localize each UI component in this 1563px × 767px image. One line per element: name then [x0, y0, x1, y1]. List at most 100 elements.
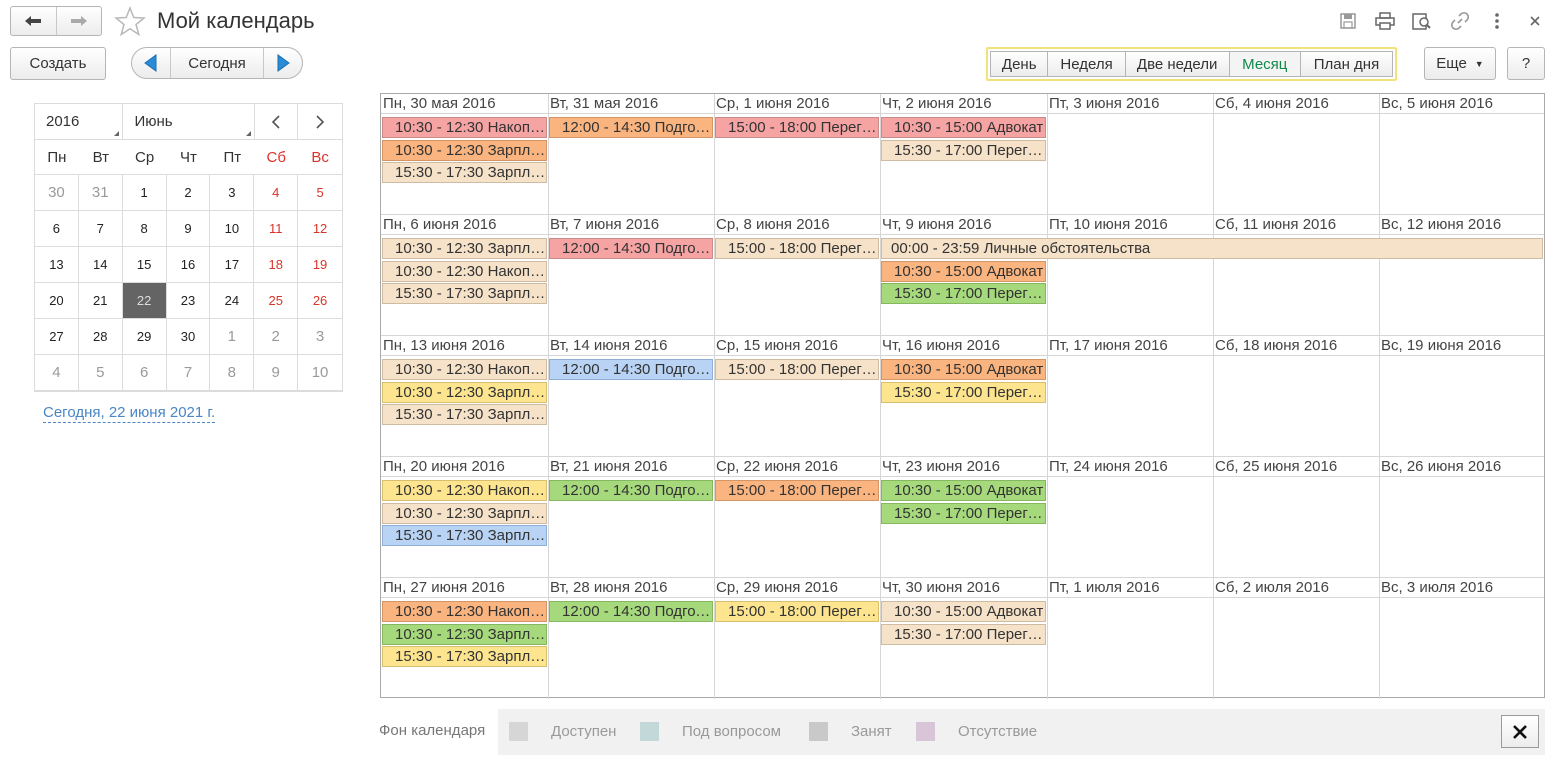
mini-day[interactable]: 6 [122, 355, 167, 391]
mini-day[interactable]: 21 [78, 283, 123, 319]
help-button[interactable]: ? [1507, 47, 1545, 80]
calendar-event[interactable]: 10:30 - 15:00 Адвокат [881, 117, 1046, 138]
calendar-event[interactable]: 10:30 - 12:30 Накопление [382, 117, 547, 138]
day-header[interactable]: Чт, 23 июня 2016 [880, 457, 1047, 477]
mini-day[interactable]: 19 [298, 247, 342, 283]
prev-month-button[interactable] [255, 104, 299, 139]
calendar-event[interactable]: 15:30 - 17:00 Переговоры [881, 283, 1046, 304]
mini-day[interactable]: 23 [166, 283, 211, 319]
calendar-event[interactable]: 15:30 - 17:00 Переговоры [881, 381, 1046, 403]
calendar-event[interactable]: 10:30 - 12:30 Накопление [382, 601, 547, 622]
day-header[interactable]: Пт, 10 июня 2016 [1047, 215, 1213, 235]
mini-day[interactable]: 11 [254, 211, 299, 247]
view-day-plan-button[interactable]: План дня [1299, 51, 1394, 77]
mini-day[interactable]: 25 [254, 283, 299, 319]
mini-day[interactable]: 24 [210, 283, 255, 319]
view-day-button[interactable]: День [990, 51, 1049, 77]
mini-day[interactable]: 4 [254, 175, 299, 211]
calendar-event[interactable]: 10:30 - 15:00 Адвокат [881, 260, 1046, 282]
calendar-event[interactable]: 10:30 - 12:30 Зарплата [382, 623, 547, 645]
day-header[interactable]: Вт, 21 июня 2016 [548, 457, 714, 477]
mini-day[interactable]: 6 [35, 211, 79, 247]
day-header[interactable]: Сб, 2 июля 2016 [1213, 578, 1379, 598]
save-icon[interactable] [1337, 10, 1359, 32]
calendar-event[interactable]: 12:00 - 14:30 Подготовка [549, 359, 713, 380]
day-header[interactable]: Пн, 6 июня 2016 [381, 215, 548, 235]
day-header[interactable]: Пн, 27 июня 2016 [381, 578, 548, 598]
view-month-button[interactable]: Месяц [1228, 51, 1301, 77]
day-header[interactable]: Пт, 17 июня 2016 [1047, 336, 1213, 356]
calendar-event[interactable]: 10:30 - 12:30 Зарплата [382, 139, 547, 161]
day-header[interactable]: Вс, 26 июня 2016 [1379, 457, 1544, 477]
create-button[interactable]: Создать [10, 47, 106, 80]
mini-day[interactable]: 5 [298, 175, 342, 211]
link-icon[interactable] [1449, 10, 1471, 32]
mini-day[interactable]: 22 [122, 283, 167, 319]
more-vertical-icon[interactable] [1486, 10, 1508, 32]
calendar-event[interactable]: 00:00 - 23:59 Личные обстоятельства [881, 238, 1543, 259]
calendar-event[interactable]: 12:00 - 14:30 Подготовка [549, 117, 713, 138]
day-header[interactable]: Пн, 30 мая 2016 [381, 94, 548, 114]
mini-day[interactable]: 8 [210, 355, 255, 391]
calendar-event[interactable]: 10:30 - 12:30 Накопление [382, 260, 547, 282]
calendar-event[interactable]: 12:00 - 14:30 Подготовка [549, 480, 713, 501]
calendar-event[interactable]: 10:30 - 15:00 Адвокат [881, 601, 1046, 622]
mini-day[interactable]: 10 [210, 211, 255, 247]
calendar-event[interactable]: 15:30 - 17:30 Зарплата [382, 525, 547, 546]
mini-day[interactable]: 20 [35, 283, 79, 319]
mini-day[interactable]: 8 [122, 211, 167, 247]
day-header[interactable]: Вс, 12 июня 2016 [1379, 215, 1544, 235]
day-header[interactable]: Вт, 14 июня 2016 [548, 336, 714, 356]
day-header[interactable]: Сб, 18 июня 2016 [1213, 336, 1379, 356]
day-header[interactable]: Пн, 20 июня 2016 [381, 457, 548, 477]
day-header[interactable]: Ср, 29 июня 2016 [714, 578, 880, 598]
calendar-event[interactable]: 10:30 - 15:00 Адвокат [881, 480, 1046, 501]
calendar-event[interactable]: 15:00 - 18:00 Переговоры [715, 117, 879, 138]
day-header[interactable]: Чт, 16 июня 2016 [880, 336, 1047, 356]
day-header[interactable]: Пн, 13 июня 2016 [381, 336, 548, 356]
next-month-button[interactable] [298, 104, 342, 139]
mini-day[interactable]: 10 [298, 355, 342, 391]
day-header[interactable]: Сб, 4 июня 2016 [1213, 94, 1379, 114]
day-header[interactable]: Сб, 11 июня 2016 [1213, 215, 1379, 235]
mini-day[interactable]: 7 [78, 211, 123, 247]
calendar-event[interactable]: 15:00 - 18:00 Переговоры [715, 238, 879, 259]
day-header[interactable]: Вс, 19 июня 2016 [1379, 336, 1544, 356]
mini-day[interactable]: 31 [78, 175, 123, 211]
month-select[interactable]: Июнь [123, 104, 255, 139]
mini-day[interactable]: 3 [210, 175, 255, 211]
preview-icon[interactable] [1411, 10, 1433, 32]
day-header[interactable]: Пт, 3 июня 2016 [1047, 94, 1213, 114]
close-icon[interactable] [1524, 10, 1546, 32]
mini-day[interactable]: 1 [210, 319, 255, 355]
calendar-event[interactable]: 10:30 - 15:00 Адвокат [881, 359, 1046, 380]
calendar-event[interactable]: 15:30 - 17:30 Зарплата [382, 283, 547, 304]
mini-day[interactable]: 9 [166, 211, 211, 247]
calendar-event[interactable]: 10:30 - 12:30 Зарплата [382, 502, 547, 524]
today-date-link[interactable]: Сегодня, 22 июня 2021 г. [43, 404, 216, 423]
calendar-event[interactable]: 15:30 - 17:00 Переговоры [881, 623, 1046, 645]
legend-close-button[interactable] [1501, 715, 1539, 748]
view-week-button[interactable]: Неделя [1047, 51, 1126, 77]
day-header[interactable]: Ср, 8 июня 2016 [714, 215, 880, 235]
day-header[interactable]: Чт, 2 июня 2016 [880, 94, 1047, 114]
day-header[interactable]: Пт, 1 июля 2016 [1047, 578, 1213, 598]
calendar-event[interactable]: 12:00 - 14:30 Подготовка [549, 601, 713, 622]
mini-day[interactable]: 28 [78, 319, 123, 355]
mini-day[interactable]: 14 [78, 247, 123, 283]
calendar-event[interactable]: 15:00 - 18:00 Переговоры [715, 480, 879, 501]
day-header[interactable]: Ср, 15 июня 2016 [714, 336, 880, 356]
calendar-event[interactable]: 12:00 - 14:30 Подготовка [549, 238, 713, 259]
mini-day[interactable]: 5 [78, 355, 123, 391]
forward-button[interactable] [55, 7, 102, 35]
today-button[interactable]: Сегодня [170, 48, 264, 78]
more-button[interactable]: Еще ▼ [1424, 47, 1496, 80]
mini-day[interactable]: 2 [166, 175, 211, 211]
mini-day[interactable]: 4 [35, 355, 79, 391]
calendar-event[interactable]: 15:30 - 17:30 Зарплата [382, 162, 547, 183]
calendar-event[interactable]: 15:00 - 18:00 Переговоры [715, 359, 879, 380]
mini-day[interactable]: 18 [254, 247, 299, 283]
mini-day[interactable]: 27 [35, 319, 79, 355]
mini-day[interactable]: 30 [166, 319, 211, 355]
year-select[interactable]: 2016 [35, 104, 124, 139]
